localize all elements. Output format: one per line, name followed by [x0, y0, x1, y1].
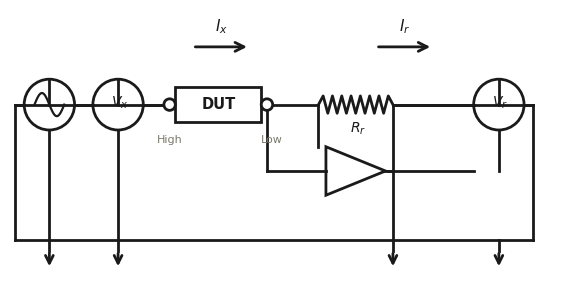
Text: $I_r$: $I_r$: [399, 18, 410, 37]
Text: $R_r$: $R_r$: [351, 121, 367, 137]
Text: $I_x$: $I_x$: [215, 18, 227, 37]
Circle shape: [164, 99, 175, 110]
Text: $V_r$: $V_r$: [492, 95, 508, 111]
Text: Low: Low: [261, 135, 282, 145]
Circle shape: [261, 99, 273, 110]
Text: High: High: [157, 135, 183, 145]
Text: DUT: DUT: [201, 97, 235, 112]
FancyBboxPatch shape: [175, 87, 261, 122]
Text: $V_x$: $V_x$: [111, 95, 128, 111]
